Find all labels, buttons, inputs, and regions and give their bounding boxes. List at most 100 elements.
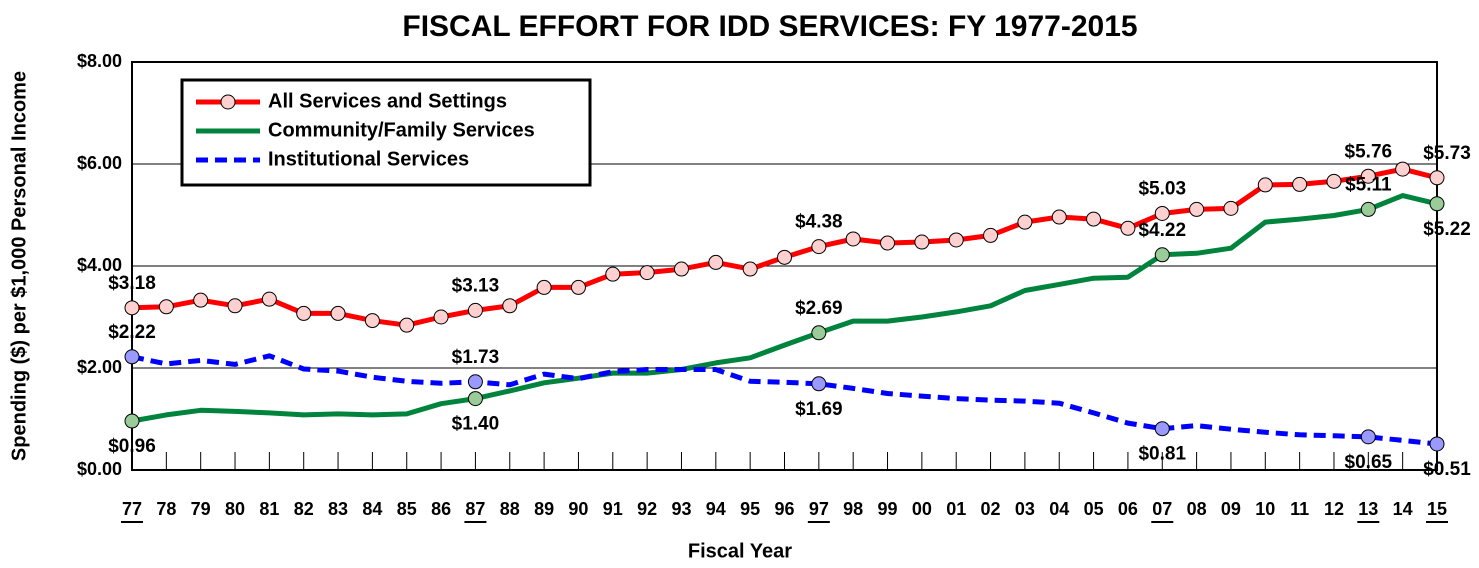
point-marker: [296, 305, 312, 321]
x-tick-label: 99: [878, 499, 898, 519]
point-marker: [948, 232, 964, 248]
point-marker: [1017, 214, 1033, 230]
point-marker: [467, 302, 483, 318]
point-marker: [880, 235, 896, 251]
point-marker: [1154, 247, 1170, 263]
point-marker: [570, 279, 586, 295]
point-marker: [1051, 209, 1067, 225]
point-marker: [124, 413, 140, 429]
point-marker: [1429, 170, 1445, 186]
x-tick-label: 97: [809, 499, 829, 519]
x-tick-label: 82: [294, 499, 314, 519]
point-marker: [708, 254, 724, 270]
point-marker: [1223, 200, 1239, 216]
point-marker: [1154, 205, 1170, 221]
point-marker: [1326, 173, 1342, 189]
x-axis-title: Fiscal Year: [688, 540, 792, 562]
point-marker: [536, 279, 552, 295]
legend-label: Institutional Services: [268, 148, 469, 170]
point-marker: [227, 298, 243, 314]
point-marker: [399, 317, 415, 333]
point-marker: [433, 309, 449, 325]
data-label: $4.38: [795, 212, 843, 233]
data-label: $0.51: [1423, 459, 1471, 480]
x-tick-label: 87: [465, 499, 485, 519]
data-label: $5.22: [1423, 219, 1471, 240]
data-label: $0.81: [1138, 444, 1186, 465]
y-tick-label: $2.00: [77, 357, 122, 377]
legend-label: Community/Family Services: [268, 119, 535, 141]
point-marker: [1086, 211, 1102, 227]
point-marker: [605, 266, 621, 282]
x-tick-label: 88: [500, 499, 520, 519]
point-marker: [261, 291, 277, 307]
x-tick-label: 12: [1324, 499, 1344, 519]
data-label: $4.22: [1138, 220, 1186, 241]
x-tick-label: 08: [1187, 499, 1207, 519]
point-marker: [1395, 161, 1411, 177]
x-tick-label: 15: [1427, 499, 1447, 519]
point-marker: [193, 292, 209, 308]
y-tick-label: $6.00: [77, 153, 122, 173]
x-tick-label: 14: [1393, 499, 1413, 519]
x-tick-label: 81: [259, 499, 279, 519]
x-tick-label: 93: [671, 499, 691, 519]
legend-marker: [220, 94, 236, 110]
data-label: $0.65: [1345, 452, 1393, 473]
x-tick-label: 95: [740, 499, 760, 519]
x-tick-label: 00: [912, 499, 932, 519]
data-label: $5.11: [1345, 174, 1392, 195]
x-tick-label: 85: [397, 499, 417, 519]
x-tick-label: 11: [1290, 499, 1309, 519]
point-marker: [983, 227, 999, 243]
point-marker: [811, 239, 827, 255]
data-label: $5.73: [1423, 143, 1471, 164]
x-tick-label: 96: [774, 499, 794, 519]
x-tick-label: 90: [568, 499, 588, 519]
series-line: [131, 166, 1438, 328]
point-marker: [467, 374, 483, 390]
x-tick-label: 80: [225, 499, 245, 519]
point-marker: [777, 249, 792, 265]
point-marker: [364, 313, 380, 329]
x-tick-label: 02: [981, 499, 1001, 519]
point-marker: [330, 305, 346, 321]
data-label: $5.03: [1138, 178, 1186, 199]
point-marker: [467, 391, 483, 407]
point-marker: [811, 325, 827, 341]
chart-title: FISCAL EFFORT FOR IDD SERVICES: FY 1977-…: [402, 10, 1137, 43]
point-marker: [1189, 201, 1205, 217]
data-label: $0.96: [108, 436, 156, 457]
data-label: $1.73: [452, 347, 500, 368]
point-marker: [124, 349, 140, 365]
point-marker: [639, 265, 655, 281]
y-tick-label: $8.00: [77, 51, 122, 71]
point-marker: [124, 300, 140, 316]
data-label: $1.40: [452, 414, 500, 435]
x-tick-label: 98: [843, 499, 863, 519]
data-label: $3.13: [452, 275, 500, 296]
x-tick-label: 05: [1084, 499, 1104, 519]
x-tick-label: 10: [1255, 499, 1275, 519]
x-tick-label: 83: [328, 499, 348, 519]
data-label: $2.69: [795, 298, 843, 319]
data-label: $2.22: [108, 322, 156, 343]
x-tick-label: 78: [156, 499, 176, 519]
x-tick-label: 04: [1049, 499, 1069, 519]
point-marker: [742, 261, 758, 277]
y-axis-title: Spending ($) per $1,000 Personal Income: [8, 71, 30, 461]
point-marker: [158, 299, 174, 315]
point-marker: [1120, 220, 1136, 236]
series-line: [131, 193, 1438, 424]
x-tick-label: 79: [191, 499, 211, 519]
point-marker: [914, 234, 930, 250]
point-marker: [845, 231, 861, 247]
x-tick-label: 03: [1015, 499, 1035, 519]
point-marker: [1257, 177, 1273, 193]
x-tick-label: 86: [431, 499, 451, 519]
legend-label: All Services and Settings: [268, 90, 507, 112]
point-marker: [1360, 168, 1376, 184]
x-tick-label: 89: [534, 499, 554, 519]
x-tick-label: 77: [122, 499, 142, 519]
